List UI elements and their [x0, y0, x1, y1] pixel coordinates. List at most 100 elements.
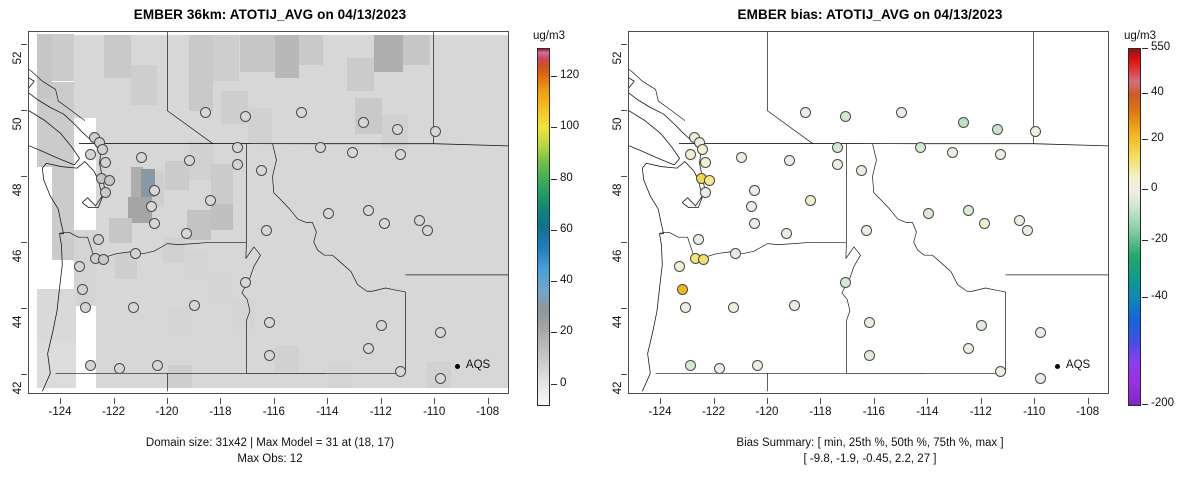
observation-site-marker[interactable] [692, 234, 704, 246]
observation-site-marker[interactable] [864, 349, 875, 361]
observation-site-marker[interactable] [183, 155, 195, 167]
observation-site-marker[interactable] [1035, 326, 1047, 338]
observation-site-marker[interactable] [296, 107, 308, 119]
raster-cell [130, 167, 143, 197]
observation-site-marker[interactable] [749, 217, 761, 229]
observation-site-marker[interactable] [783, 155, 795, 167]
observation-site-marker[interactable] [749, 184, 761, 196]
observation-site-marker[interactable] [699, 186, 711, 198]
observation-site-marker[interactable] [994, 366, 1006, 378]
observation-site-marker[interactable] [181, 227, 193, 239]
observation-site-marker[interactable] [362, 343, 374, 355]
observation-site-marker[interactable] [435, 326, 447, 338]
observation-site-marker[interactable] [264, 349, 275, 361]
observation-site-marker[interactable] [362, 204, 374, 216]
observation-site-marker[interactable] [957, 117, 969, 129]
colorbar-tick-label: -200 [1151, 397, 1175, 409]
observation-site-marker[interactable] [84, 359, 96, 371]
observation-site-marker[interactable] [684, 148, 696, 160]
observation-site-marker[interactable] [714, 363, 726, 375]
observation-site-marker[interactable] [239, 277, 251, 289]
observation-site-marker[interactable] [962, 343, 974, 355]
observation-site-marker[interactable] [264, 316, 275, 328]
observation-site-marker[interactable] [730, 247, 742, 259]
observation-site-marker[interactable] [727, 302, 739, 314]
observation-site-marker[interactable] [394, 366, 406, 378]
observation-site-marker[interactable] [99, 156, 111, 168]
observation-site-marker[interactable] [1029, 125, 1041, 137]
observation-site-marker[interactable] [231, 142, 243, 153]
observation-site-marker[interactable] [135, 151, 147, 163]
observation-site-marker[interactable] [698, 254, 710, 266]
observation-site-marker[interactable] [978, 217, 990, 229]
observation-site-marker[interactable] [378, 217, 390, 229]
observation-site-marker[interactable] [1013, 214, 1025, 226]
observation-site-marker[interactable] [205, 194, 217, 206]
observation-site-marker[interactable] [127, 302, 139, 314]
observation-site-marker[interactable] [699, 156, 711, 168]
observation-site-marker[interactable] [896, 107, 908, 119]
observation-site-marker[interactable] [1021, 224, 1033, 236]
observation-site-marker[interactable] [114, 363, 126, 375]
observation-site-marker[interactable] [805, 194, 817, 206]
observation-site-marker[interactable] [392, 123, 404, 135]
observation-site-marker[interactable] [103, 175, 115, 186]
observation-site-marker[interactable] [99, 186, 111, 198]
observation-site-marker[interactable] [962, 204, 974, 216]
observation-site-marker[interactable] [74, 260, 86, 272]
observation-site-marker[interactable] [429, 125, 441, 137]
observation-site-marker[interactable] [146, 201, 158, 213]
observation-site-marker[interactable] [976, 320, 988, 332]
observation-site-marker[interactable] [231, 158, 243, 170]
observation-site-marker[interactable] [79, 302, 91, 314]
observation-site-marker[interactable] [413, 214, 425, 226]
observation-site-marker[interactable] [151, 359, 163, 371]
observation-site-marker[interactable] [831, 142, 843, 153]
observation-site-marker[interactable] [149, 184, 161, 196]
observation-site-marker[interactable] [831, 158, 843, 170]
observation-site-marker[interactable] [314, 142, 326, 153]
observation-site-marker[interactable] [914, 142, 926, 153]
observation-site-marker[interactable] [1035, 373, 1047, 384]
observation-site-marker[interactable] [255, 165, 267, 177]
observation-site-marker[interactable] [684, 359, 696, 371]
observation-site-marker[interactable] [861, 224, 873, 236]
observation-site-marker[interactable] [435, 373, 447, 384]
observation-site-marker[interactable] [781, 227, 793, 239]
observation-site-marker[interactable] [946, 146, 958, 158]
observation-site-marker[interactable] [394, 148, 406, 160]
observation-site-marker[interactable] [746, 201, 758, 213]
observation-site-marker[interactable] [799, 107, 811, 119]
observation-site-marker[interactable] [703, 175, 715, 186]
observation-site-marker[interactable] [239, 110, 251, 122]
observation-site-marker[interactable] [261, 224, 273, 236]
observation-site-marker[interactable] [735, 151, 747, 163]
observation-site-marker[interactable] [357, 117, 369, 129]
observation-site-marker[interactable] [789, 300, 801, 312]
observation-site-marker[interactable] [84, 148, 96, 160]
observation-site-marker[interactable] [92, 234, 104, 246]
observation-site-marker[interactable] [751, 359, 763, 371]
observation-site-marker[interactable] [676, 283, 688, 295]
observation-site-marker[interactable] [346, 146, 358, 158]
observation-site-marker[interactable] [421, 224, 433, 236]
observation-site-marker[interactable] [839, 110, 851, 122]
observation-site-marker[interactable] [992, 123, 1004, 135]
observation-site-marker[interactable] [189, 300, 201, 312]
observation-site-marker[interactable] [994, 148, 1006, 160]
observation-site-marker[interactable] [839, 277, 851, 289]
observation-site-marker[interactable] [674, 260, 686, 272]
observation-site-marker[interactable] [98, 254, 110, 266]
observation-site-marker[interactable] [199, 107, 211, 119]
observation-site-marker[interactable] [76, 283, 88, 295]
observation-site-marker[interactable] [130, 247, 142, 259]
observation-site-marker[interactable] [96, 143, 108, 155]
observation-site-marker[interactable] [679, 302, 691, 314]
observation-site-marker[interactable] [149, 217, 161, 229]
observation-site-marker[interactable] [376, 320, 388, 332]
observation-site-marker[interactable] [696, 143, 708, 155]
observation-site-marker[interactable] [322, 208, 334, 219]
observation-site-marker[interactable] [855, 165, 867, 177]
observation-site-marker[interactable] [864, 316, 875, 328]
observation-site-marker[interactable] [922, 208, 934, 219]
